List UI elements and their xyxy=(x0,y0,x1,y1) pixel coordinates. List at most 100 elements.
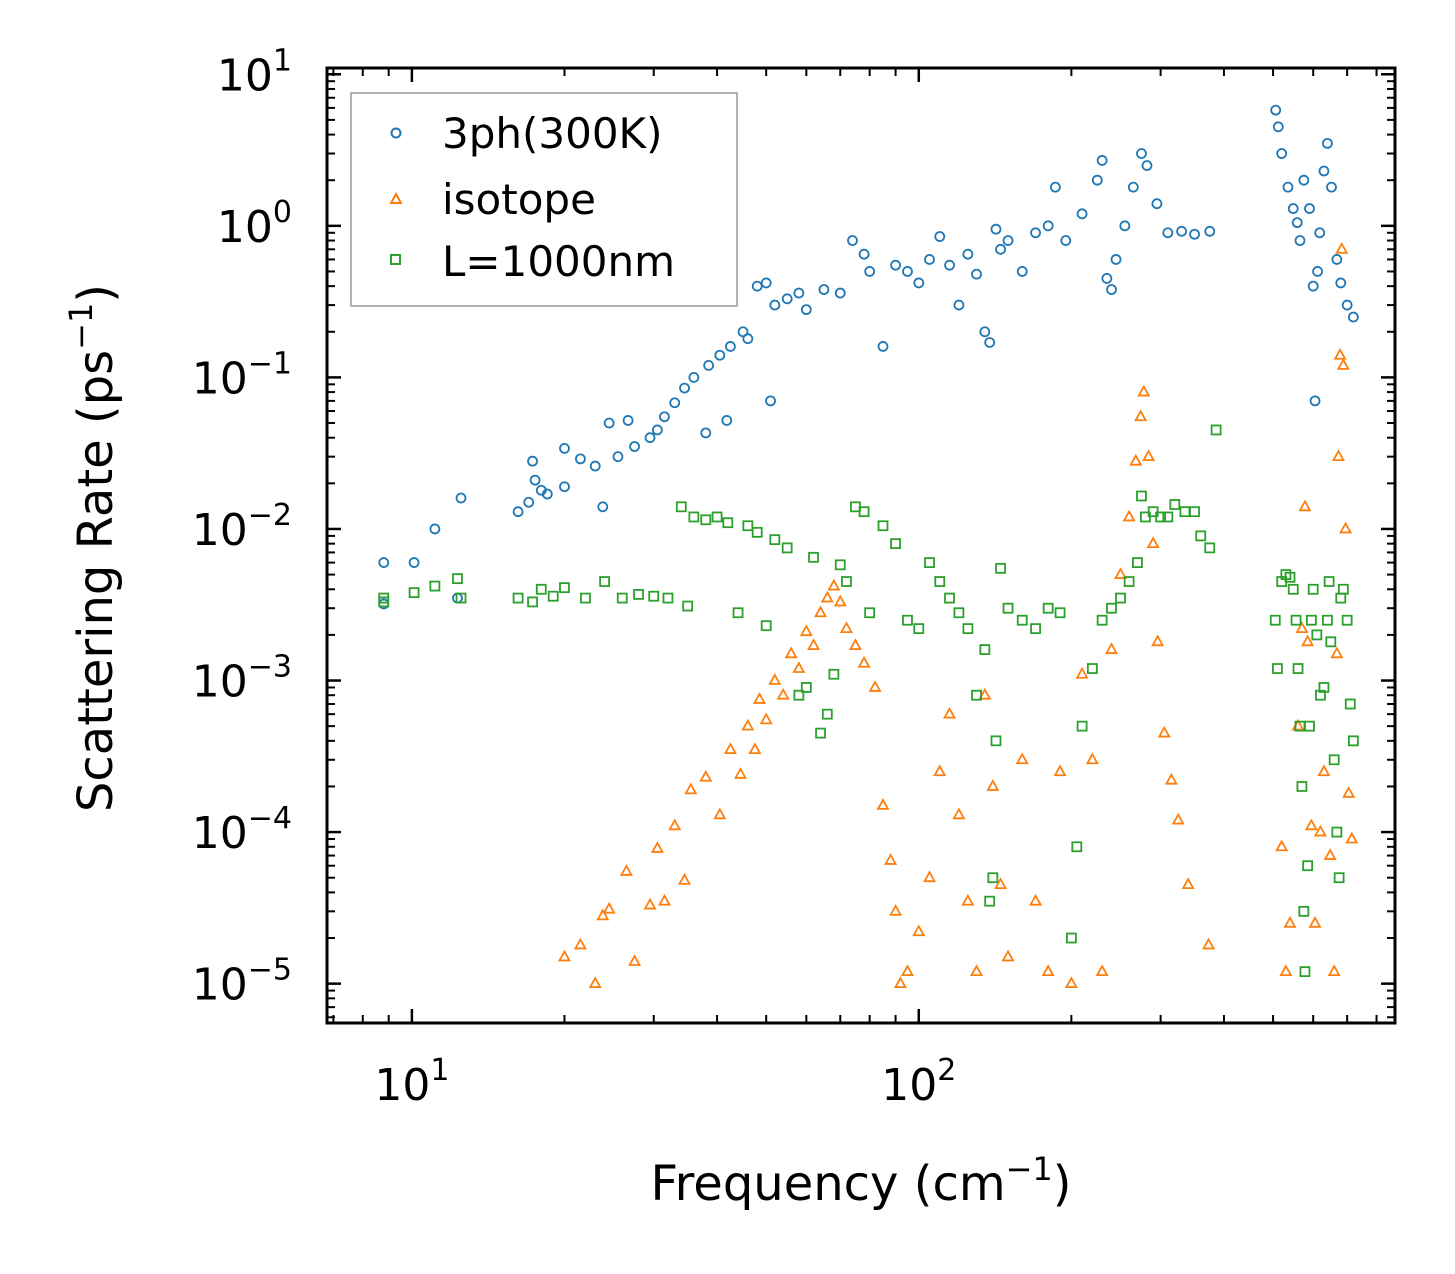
legend: 3ph(300K) isotope L=1000nm xyxy=(350,92,738,307)
data-point xyxy=(1336,358,1350,370)
data-point xyxy=(1042,220,1054,232)
data-point xyxy=(1085,752,1099,765)
data-point xyxy=(1016,614,1028,626)
data-point xyxy=(1115,592,1126,604)
data-point xyxy=(979,644,991,655)
data-point xyxy=(714,349,726,361)
data-point xyxy=(978,687,992,700)
data-point xyxy=(452,592,463,604)
data-point xyxy=(1054,607,1066,619)
data-point xyxy=(1311,629,1323,641)
data-point xyxy=(1129,453,1143,466)
data-point xyxy=(848,638,862,650)
data-point xyxy=(1301,634,1315,647)
data-point xyxy=(1298,905,1310,917)
y-axis-label-main: Scattering Rate (ps xyxy=(68,350,124,812)
data-point xyxy=(765,395,776,407)
data-point xyxy=(1096,614,1108,626)
data-point xyxy=(429,523,441,535)
data-point xyxy=(559,582,570,594)
data-point xyxy=(589,460,601,472)
x-axis-label-close: ) xyxy=(1053,1156,1072,1212)
axis-tick-labels: 101 102 101 100 10−1 10−2 10−3 10−4 10−5 xyxy=(192,43,957,1111)
data-marks xyxy=(378,104,1359,989)
data-point xyxy=(971,268,982,280)
data-point xyxy=(713,807,727,820)
data-point xyxy=(408,557,420,568)
data-point xyxy=(1095,964,1109,977)
data-point xyxy=(1272,663,1283,674)
data-point xyxy=(1322,137,1333,149)
data-point xyxy=(1127,181,1139,193)
data-point xyxy=(455,492,467,504)
data-point xyxy=(799,624,813,637)
data-point xyxy=(1176,225,1188,237)
data-point xyxy=(1298,174,1310,186)
data-point xyxy=(793,287,805,299)
data-point xyxy=(679,382,690,394)
data-point xyxy=(648,590,660,602)
data-point xyxy=(1001,949,1015,962)
y-axis-label-exponent: −1 xyxy=(62,303,100,350)
data-point xyxy=(1042,602,1054,614)
data-point xyxy=(1330,646,1344,659)
y-axis-label-close: ) xyxy=(68,284,124,303)
data-point xyxy=(800,304,812,316)
data-point xyxy=(529,474,541,486)
data-point xyxy=(628,954,642,966)
data-point xyxy=(934,576,946,587)
data-point xyxy=(541,488,553,500)
data-point xyxy=(793,689,805,701)
data-point xyxy=(1151,198,1163,210)
data-point xyxy=(1134,409,1148,422)
data-point xyxy=(857,655,871,668)
data-point xyxy=(734,767,748,779)
data-point xyxy=(962,623,974,635)
data-point xyxy=(818,284,830,295)
data-point xyxy=(557,949,572,962)
data-point xyxy=(1313,824,1327,837)
data-point xyxy=(1179,506,1191,518)
data-point xyxy=(622,415,634,426)
data-point xyxy=(800,682,812,693)
series-2 xyxy=(557,241,1359,989)
data-point xyxy=(1279,964,1293,977)
data-point xyxy=(971,689,982,701)
x-axis-label-main: Frequency (cm xyxy=(650,1156,1005,1212)
data-point xyxy=(1317,764,1331,777)
data-point xyxy=(1162,227,1174,239)
data-point xyxy=(827,578,841,591)
data-point xyxy=(1155,511,1167,523)
data-point xyxy=(1086,663,1098,674)
data-point xyxy=(452,573,463,585)
data-point xyxy=(1322,614,1333,626)
data-point xyxy=(1333,872,1345,884)
data-point xyxy=(1339,521,1353,534)
data-point xyxy=(1171,812,1185,825)
data-point xyxy=(953,607,965,619)
data-point xyxy=(1075,666,1089,679)
data-point xyxy=(1122,509,1136,522)
data-point xyxy=(815,727,826,739)
data-point xyxy=(1291,217,1303,229)
data-point xyxy=(1327,964,1341,977)
data-point xyxy=(1331,826,1343,838)
data-point xyxy=(943,706,957,719)
data-point xyxy=(633,589,644,600)
data-point xyxy=(1335,592,1347,604)
legend-label-l1000nm: L=1000nm xyxy=(442,237,675,286)
data-point xyxy=(1326,181,1337,193)
data-point xyxy=(688,371,700,383)
data-point xyxy=(596,908,610,921)
data-point xyxy=(1318,682,1330,693)
data-point xyxy=(893,976,907,989)
data-point xyxy=(821,708,833,720)
data-point xyxy=(769,534,781,546)
data-point xyxy=(616,592,628,604)
data-point xyxy=(839,621,853,634)
x-axis-label: Frequency (cm−1) xyxy=(650,1150,1071,1212)
plot-frame xyxy=(325,66,1397,1025)
data-point xyxy=(512,592,524,604)
data-point xyxy=(1157,725,1171,738)
data-point xyxy=(1030,227,1041,239)
